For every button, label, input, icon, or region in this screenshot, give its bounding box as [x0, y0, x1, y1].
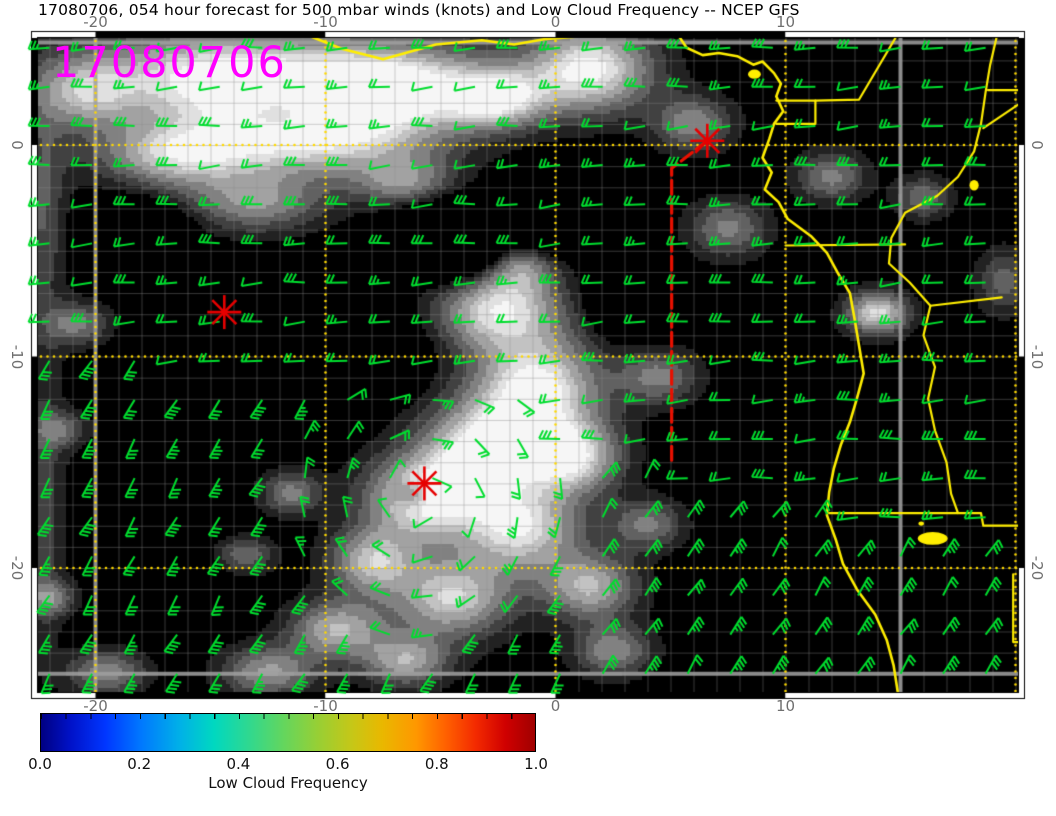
colorbar-tick-label: 0.0 — [28, 755, 52, 773]
colorbar-tick-label: 1.0 — [524, 755, 548, 773]
axis-tick-label: -20 — [8, 555, 26, 581]
axis-tick-label: -10 — [313, 697, 338, 715]
forecast-date-label: 17080706 — [52, 38, 287, 88]
colorbar-tick-label: 0.8 — [424, 755, 449, 773]
axis-tick-label: 10 — [775, 13, 796, 31]
colorbar-tick-label: 0.6 — [325, 755, 350, 773]
axis-tick-label: 0 — [550, 697, 561, 715]
axis-tick-label: 0 — [1028, 140, 1046, 150]
colorbar-tick-label: 0.2 — [127, 755, 152, 773]
colorbar-caption: Low Cloud Frequency — [208, 774, 368, 792]
axis-tick-label: -10 — [8, 344, 26, 369]
colorbar: 0.0 0.2 0.4 0.6 0.8 1.0 Low Cloud Frequency — [28, 713, 548, 792]
axis-tick-label: -10 — [313, 13, 338, 31]
colorbar-tick-marks — [41, 714, 535, 719]
colorbar-labels: 0.0 0.2 0.4 0.6 0.8 1.0 — [28, 755, 548, 773]
axis-tick-label: -20 — [83, 697, 108, 715]
axis-tick-label: -20 — [83, 13, 108, 31]
axis-tick-label: 0 — [8, 140, 26, 150]
page-title: 17080706, 054 hour forecast for 500 mbar… — [38, 1, 800, 19]
colorbar-tick-label: 0.4 — [226, 755, 251, 773]
axis-tick-label: -10 — [1028, 344, 1046, 369]
colorbar-gradient — [40, 713, 536, 752]
axis-tick-label: 10 — [775, 697, 796, 715]
axis-tick-label: -20 — [1028, 555, 1046, 581]
axis-tick-label: 0 — [550, 13, 561, 31]
